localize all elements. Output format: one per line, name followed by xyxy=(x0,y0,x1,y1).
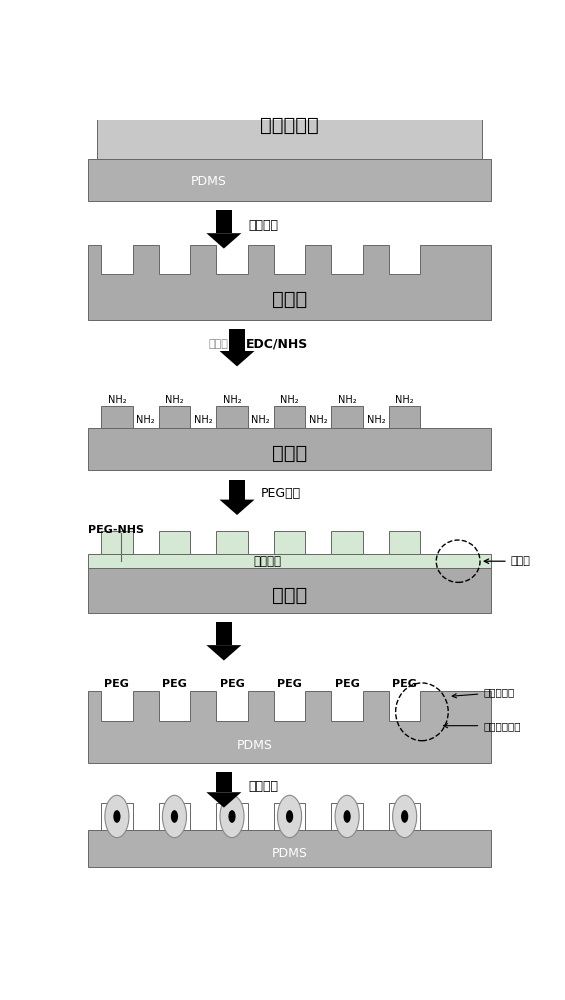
Text: PEG-NHS: PEG-NHS xyxy=(88,525,144,535)
Text: NH₂: NH₂ xyxy=(107,395,126,405)
Text: PEG: PEG xyxy=(334,679,359,689)
Bar xyxy=(159,406,190,428)
Bar xyxy=(273,531,306,554)
Bar xyxy=(216,803,248,830)
Bar xyxy=(159,531,190,554)
Circle shape xyxy=(286,810,293,823)
Bar xyxy=(159,133,190,158)
Text: 乙二胺: 乙二胺 xyxy=(208,339,228,349)
Bar xyxy=(216,531,248,554)
Circle shape xyxy=(344,810,351,823)
Bar xyxy=(273,133,306,158)
Bar xyxy=(389,406,420,428)
Polygon shape xyxy=(206,645,241,661)
Circle shape xyxy=(277,795,302,838)
Circle shape xyxy=(171,810,178,823)
Text: PEG: PEG xyxy=(392,679,417,689)
Polygon shape xyxy=(219,500,254,515)
Polygon shape xyxy=(216,772,232,792)
Text: PDMS: PDMS xyxy=(191,175,227,188)
Bar xyxy=(389,803,420,830)
Text: NH₂: NH₂ xyxy=(136,415,155,425)
Text: 细胞种植: 细胞种植 xyxy=(248,780,278,793)
Bar xyxy=(97,108,482,158)
Text: NH₂: NH₂ xyxy=(367,415,385,425)
Polygon shape xyxy=(229,480,245,500)
Text: 水凝胶: 水凝胶 xyxy=(272,444,307,463)
Polygon shape xyxy=(88,691,491,763)
Bar xyxy=(331,133,363,158)
Text: 细胞粘附区域: 细胞粘附区域 xyxy=(444,721,521,731)
Bar xyxy=(101,803,133,830)
Text: 琼脂糖片: 琼脂糖片 xyxy=(254,555,282,568)
Polygon shape xyxy=(206,233,241,249)
Bar xyxy=(88,830,491,867)
Circle shape xyxy=(401,810,408,823)
Bar xyxy=(273,803,306,830)
Text: PEG改性: PEG改性 xyxy=(261,487,301,500)
Text: 固化交联: 固化交联 xyxy=(248,219,278,232)
Text: NH₂: NH₂ xyxy=(396,395,414,405)
Circle shape xyxy=(162,795,186,838)
Bar xyxy=(88,158,491,201)
Text: PEG: PEG xyxy=(277,679,302,689)
Text: PEG: PEG xyxy=(220,679,245,689)
Circle shape xyxy=(228,810,236,823)
Text: PDMS: PDMS xyxy=(237,739,272,752)
Polygon shape xyxy=(216,210,232,233)
Text: 水凝胶: 水凝胶 xyxy=(272,290,307,309)
Bar xyxy=(331,803,363,830)
Text: 酰胺键: 酰胺键 xyxy=(484,556,531,566)
Text: NH₂: NH₂ xyxy=(309,415,328,425)
Polygon shape xyxy=(219,351,254,366)
Circle shape xyxy=(335,795,359,838)
Bar xyxy=(331,531,363,554)
Text: NH₂: NH₂ xyxy=(280,395,299,405)
Polygon shape xyxy=(229,329,245,351)
Bar xyxy=(273,406,306,428)
Bar xyxy=(389,133,420,158)
Text: PDMS: PDMS xyxy=(272,847,307,860)
Text: PEG: PEG xyxy=(105,679,129,689)
Text: NH₂: NH₂ xyxy=(223,395,241,405)
Polygon shape xyxy=(88,245,491,320)
Polygon shape xyxy=(206,792,241,808)
Bar xyxy=(101,133,133,158)
Bar xyxy=(159,803,190,830)
Bar xyxy=(389,531,420,554)
Bar xyxy=(216,133,248,158)
Circle shape xyxy=(393,795,417,838)
Bar xyxy=(88,428,491,470)
Bar xyxy=(331,406,363,428)
Bar xyxy=(101,531,133,554)
Circle shape xyxy=(114,810,120,823)
Text: NH₂: NH₂ xyxy=(251,415,270,425)
Polygon shape xyxy=(216,622,232,645)
Text: NH₂: NH₂ xyxy=(194,415,212,425)
Text: 无污染表面: 无污染表面 xyxy=(452,688,515,698)
Text: NH₂: NH₂ xyxy=(165,395,184,405)
Text: EDC/NHS: EDC/NHS xyxy=(246,338,308,351)
Text: 水凝胶: 水凝胶 xyxy=(272,586,307,605)
Bar xyxy=(88,554,491,568)
Circle shape xyxy=(220,795,244,838)
Text: NH₂: NH₂ xyxy=(338,395,357,405)
Bar xyxy=(88,568,491,613)
Text: PEG: PEG xyxy=(162,679,187,689)
Bar xyxy=(216,406,248,428)
Bar xyxy=(101,406,133,428)
Circle shape xyxy=(105,795,129,838)
Text: 高分子溶液: 高分子溶液 xyxy=(260,116,319,135)
